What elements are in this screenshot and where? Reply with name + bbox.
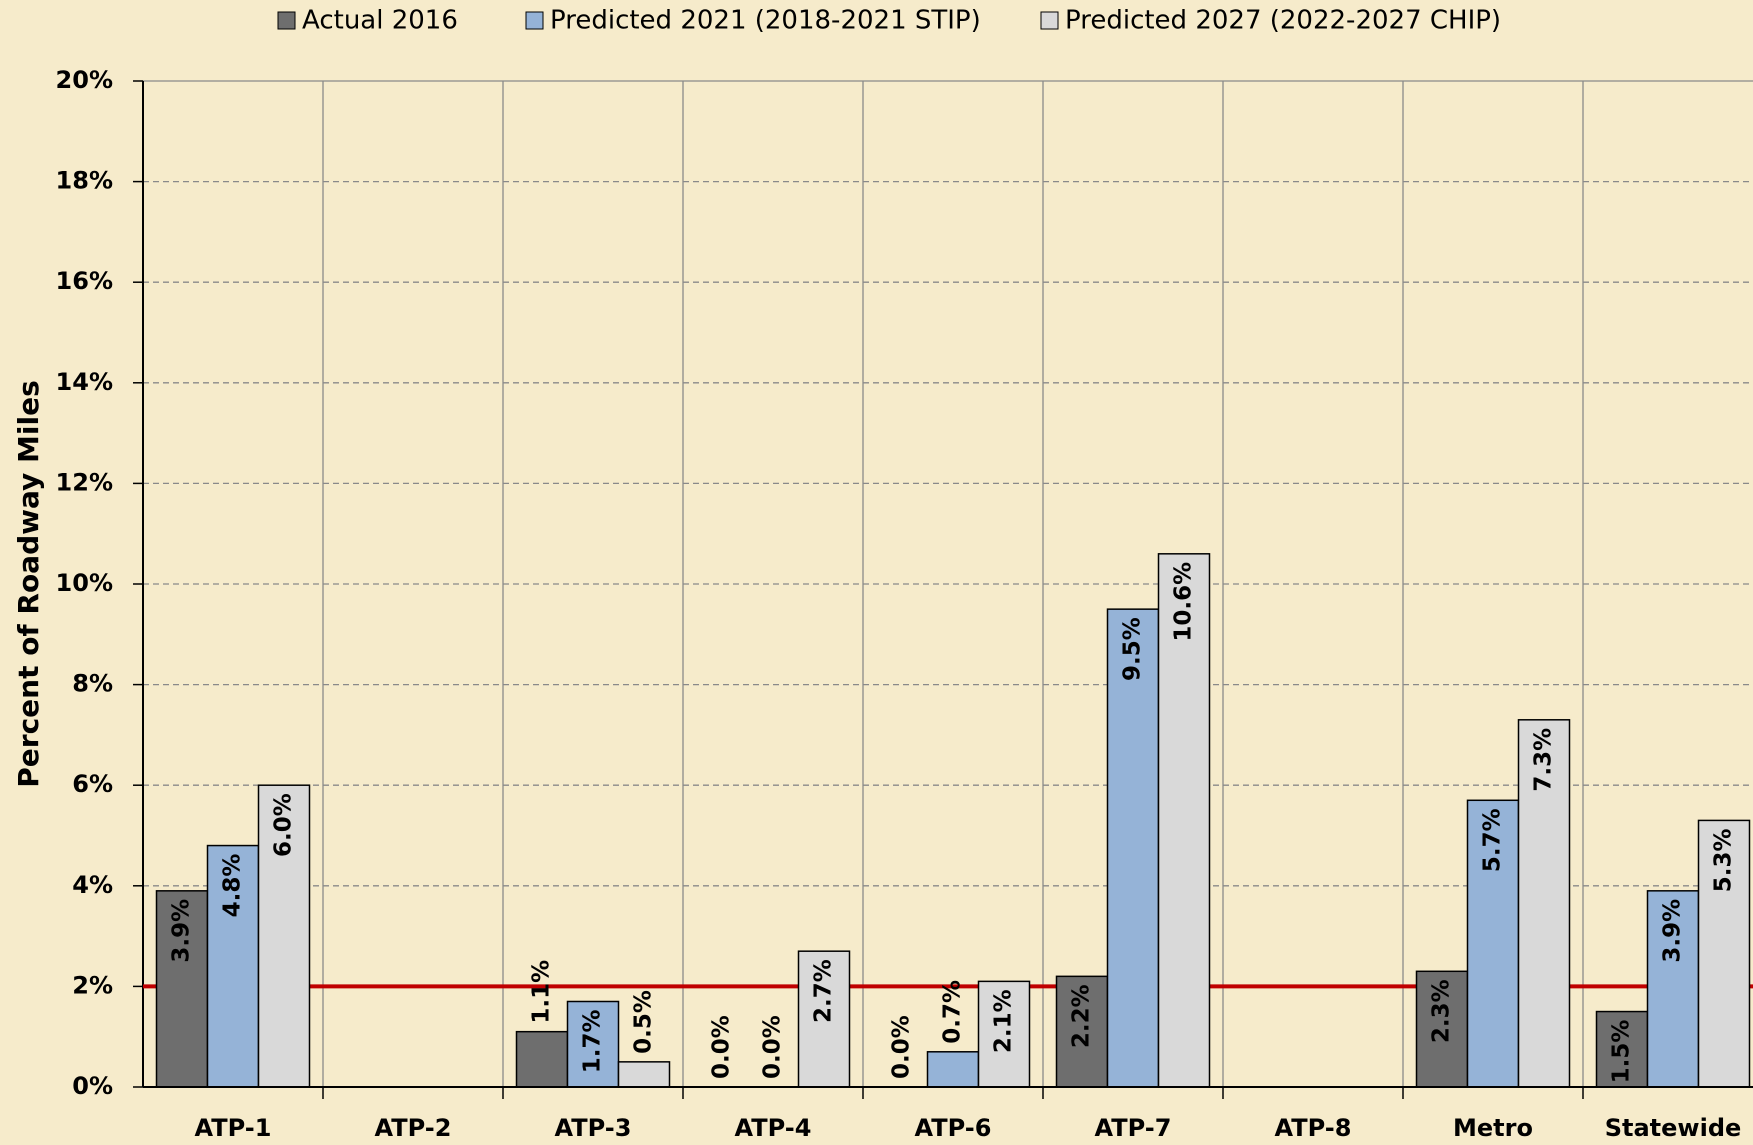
bar xyxy=(1517,719,1571,1088)
y-tick-label: 4% xyxy=(72,871,113,899)
value-label: 2.1% xyxy=(991,989,1017,1053)
legend-label: Predicted 2027 (2022-2027 CHIP) xyxy=(1065,6,1501,36)
x-tick-label: ATP-2 xyxy=(375,1114,452,1142)
bar xyxy=(1055,975,1109,1088)
value-label: 3.9% xyxy=(169,899,195,963)
legend-label: Actual 2016 xyxy=(302,6,458,36)
y-tick-label: 12% xyxy=(56,468,113,496)
y-axis-label: Percent of Roadway Miles xyxy=(12,380,45,788)
value-label: 7.3% xyxy=(1531,728,1557,792)
y-tick-label: 2% xyxy=(72,971,113,999)
value-label: 2.3% xyxy=(1429,979,1455,1043)
bar xyxy=(1106,608,1160,1088)
value-label: 4.8% xyxy=(220,854,246,918)
value-label: 10.6% xyxy=(1171,562,1197,642)
value-label: 9.5% xyxy=(1120,617,1146,681)
y-tick-label: 20% xyxy=(56,66,113,94)
y-tick-label: 6% xyxy=(72,770,113,798)
bar xyxy=(926,1051,980,1088)
legend-swatch xyxy=(525,11,544,30)
x-tick-label: ATP-1 xyxy=(195,1114,272,1142)
bar xyxy=(1415,970,1469,1088)
value-label: 1.5% xyxy=(1609,1020,1635,1084)
value-label: 0.0% xyxy=(889,1015,915,1079)
y-tick-label: 8% xyxy=(72,670,113,698)
bar xyxy=(1595,1010,1649,1088)
value-label: 0.7% xyxy=(940,980,966,1044)
bar xyxy=(1157,553,1211,1088)
bar xyxy=(1697,819,1751,1088)
bar xyxy=(515,1030,569,1088)
y-tick-label: 18% xyxy=(56,167,113,195)
x-tick-label: ATP-8 xyxy=(1275,1114,1352,1142)
legend-swatch xyxy=(277,11,296,30)
value-label: 2.2% xyxy=(1069,984,1095,1048)
value-label: 5.3% xyxy=(1711,828,1737,892)
bar xyxy=(257,784,311,1088)
value-label: 1.1% xyxy=(529,960,555,1024)
x-tick-label: Statewide xyxy=(1605,1114,1742,1142)
x-tick-label: Metro xyxy=(1453,1114,1533,1142)
y-tick-label: 0% xyxy=(72,1072,113,1100)
value-label: 2.7% xyxy=(811,959,837,1023)
x-tick-label: ATP-4 xyxy=(735,1114,812,1142)
x-tick-label: ATP-3 xyxy=(555,1114,632,1142)
legend-swatch xyxy=(1040,11,1059,30)
legend-label: Predicted 2021 (2018-2021 STIP) xyxy=(550,6,981,36)
bar xyxy=(155,890,209,1088)
y-tick-label: 10% xyxy=(56,569,113,597)
value-label: 5.7% xyxy=(1480,808,1506,872)
bar xyxy=(797,950,851,1088)
y-tick-label: 16% xyxy=(56,267,113,295)
value-label: 0.0% xyxy=(760,1015,786,1079)
value-label: 3.9% xyxy=(1660,899,1686,963)
x-tick-label: ATP-6 xyxy=(915,1114,992,1142)
value-label: 6.0% xyxy=(271,793,297,857)
bar xyxy=(1646,890,1700,1088)
bar xyxy=(617,1061,671,1088)
x-tick-label: ATP-7 xyxy=(1095,1114,1172,1142)
value-label: 0.0% xyxy=(709,1015,735,1079)
y-tick-label: 14% xyxy=(56,368,113,396)
bar xyxy=(1466,799,1520,1088)
value-label: 1.7% xyxy=(580,1009,606,1073)
value-label: 0.5% xyxy=(631,990,657,1054)
